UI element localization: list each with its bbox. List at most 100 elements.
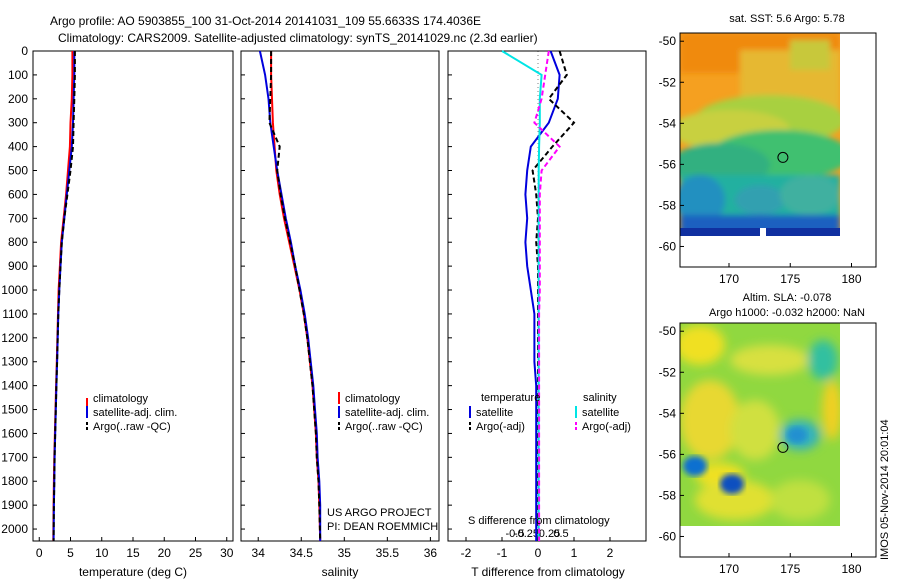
- t-difference-xlabel: T difference from climatology: [471, 565, 625, 579]
- depth-tick-label: 400: [8, 140, 28, 154]
- map-y-tick-label: -56: [659, 157, 677, 171]
- map-y-tick-label: -60: [659, 529, 677, 543]
- legend-label-satellite: satellite-adj. clim.: [345, 407, 429, 419]
- map-y-tick-label: -52: [659, 75, 677, 89]
- x-tick-label: 10: [95, 546, 109, 560]
- map-y-tick-label: -54: [659, 116, 677, 130]
- map-y-tick-label: -54: [659, 406, 677, 420]
- map-x-tick-label: 175: [780, 272, 800, 286]
- imos-timestamp: IMOS 05-Nov-2014 20:01:04: [879, 419, 891, 560]
- depth-tick-label: 1900: [1, 498, 28, 512]
- s-tick-label: -0.25: [514, 528, 539, 540]
- depth-tick-label: 1000: [1, 283, 28, 297]
- map-x-tick-label: 180: [841, 562, 861, 576]
- depth-tick-label: 2000: [1, 522, 28, 536]
- salinity-legend: climatology satellite-adj. clim. Argo(..…: [338, 392, 429, 433]
- temperature-legend: climatology satellite-adj. clim. Argo(..…: [86, 393, 177, 433]
- map-y-tick-label: -52: [659, 365, 677, 379]
- depth-tick-label: 500: [8, 164, 28, 178]
- map-y-tick-label: -58: [659, 198, 677, 212]
- sst-map-frame: [679, 32, 877, 268]
- legend-label-climatology: climatology: [93, 393, 149, 405]
- depth-tick-label: 1800: [1, 474, 28, 488]
- depth-tick-label: 1400: [1, 379, 28, 393]
- depth-tick-label: 1600: [1, 426, 28, 440]
- series-line-satelliteadjclim: [258, 50, 322, 541]
- sst-heatmap: [680, 33, 840, 236]
- x-tick-label: 25: [189, 546, 203, 560]
- x-tick-label: 1: [571, 546, 578, 560]
- x-tick-label: 35.5: [376, 546, 400, 560]
- depth-tick-label: 1300: [1, 355, 28, 369]
- depth-tick-label: 1500: [1, 403, 28, 417]
- x-tick-label: -2: [461, 546, 472, 560]
- series-line-climatology: [52, 51, 74, 542]
- depth-tick-label: 1200: [1, 331, 28, 345]
- series-line-climatology: [270, 51, 322, 542]
- depth-tick-label: 800: [8, 235, 28, 249]
- x-tick-label: -1: [497, 546, 508, 560]
- sla-map-title-2: Argo h1000: -0.032 h2000: NaN: [709, 307, 865, 319]
- map-y-tick-label: -60: [659, 239, 677, 253]
- x-tick-label: 30: [220, 546, 234, 560]
- x-tick-label: 35: [338, 546, 352, 560]
- map-y-tick-label: -50: [659, 34, 677, 48]
- s-difference-label: S difference from climatology: [468, 515, 610, 527]
- series-line-satellite: [524, 50, 561, 541]
- sla-map-title-1: Altim. SLA: -0.078: [743, 292, 832, 304]
- title-line-2: Climatology: CARS2009. Satellite-adjuste…: [58, 31, 538, 45]
- series-line-argorawqc: [52, 51, 76, 542]
- sst-argo-position-marker: [777, 151, 789, 163]
- x-tick-label: 2: [607, 546, 614, 560]
- x-tick-label: 34: [252, 546, 266, 560]
- depth-tick-label: 600: [8, 187, 28, 201]
- salinity-xlabel: salinity: [322, 565, 359, 579]
- difference-axes-frame: [447, 50, 647, 542]
- sla-argo-position-marker: [777, 441, 789, 453]
- legend-title-temperature: temperature: [481, 392, 540, 404]
- title-line-1: Argo profile: AO 5903855_100 31-Oct-2014…: [50, 14, 481, 28]
- series-line-argoadj: [533, 50, 561, 541]
- depth-tick-label: 0: [21, 44, 28, 58]
- legend-label-satellite: satellite-adj. clim.: [93, 407, 177, 419]
- depth-tick-label: 1100: [2, 307, 28, 321]
- series-line-satelliteadjclim: [52, 51, 76, 542]
- x-tick-label: 20: [158, 546, 172, 560]
- map-y-tick-label: -50: [659, 324, 677, 338]
- sla-heatmap: [680, 323, 840, 526]
- x-tick-label: 0: [535, 546, 542, 560]
- depth-tick-label: 100: [8, 68, 28, 82]
- depth-tick-label: 300: [8, 116, 28, 130]
- map-x-tick-label: 175: [780, 562, 800, 576]
- depth-tick-label: 900: [8, 259, 28, 273]
- pi-annotation: PI: DEAN ROEMMICH: [327, 521, 438, 533]
- temperature-axes-frame: [32, 50, 234, 542]
- sla-map-frame: [679, 322, 877, 558]
- sst-map-panel: sat. SST: 5.6 Argo: 5.78 170 175 18: [659, 13, 877, 286]
- s-tick-label: 0.5: [553, 528, 568, 540]
- s-tick-label: 0.25: [539, 528, 560, 540]
- salinity-axes-frame: [240, 50, 440, 542]
- s-tick-label: -0.5: [506, 528, 525, 540]
- temperature-xlabel: temperature (deg C): [79, 565, 187, 579]
- x-tick-label: 5: [67, 546, 74, 560]
- legend-label-t-satellite: satellite: [476, 407, 513, 419]
- legend-title-salinity: salinity: [583, 392, 617, 404]
- map-x-tick-label: 170: [719, 562, 739, 576]
- project-annotation: US ARGO PROJECT: [327, 507, 432, 519]
- map-x-tick-label: 180: [841, 272, 861, 286]
- x-tick-label: 34.5: [290, 546, 314, 560]
- x-tick-label: 0: [36, 546, 43, 560]
- depth-tick-label: 1700: [1, 450, 28, 464]
- legend-label-s-argo: Argo(-adj): [582, 421, 631, 433]
- legend-label-climatology: climatology: [345, 393, 401, 405]
- legend-label-t-argo: Argo(-adj): [476, 421, 525, 433]
- legend-label-argo: Argo(..raw -QC): [345, 421, 423, 433]
- salinity-panel: 34 34.5 35 35.5 36 salinity climatology sate…: [240, 50, 440, 579]
- temperature-panel: 0100200300400500600700800900100011001200…: [1, 44, 452, 579]
- legend-label-s-satellite: satellite: [582, 407, 619, 419]
- depth-tick-label: 700: [8, 211, 28, 225]
- map-x-tick-label: 170: [719, 272, 739, 286]
- difference-legend: temperature salinity satellite Argo(-adj…: [469, 392, 631, 433]
